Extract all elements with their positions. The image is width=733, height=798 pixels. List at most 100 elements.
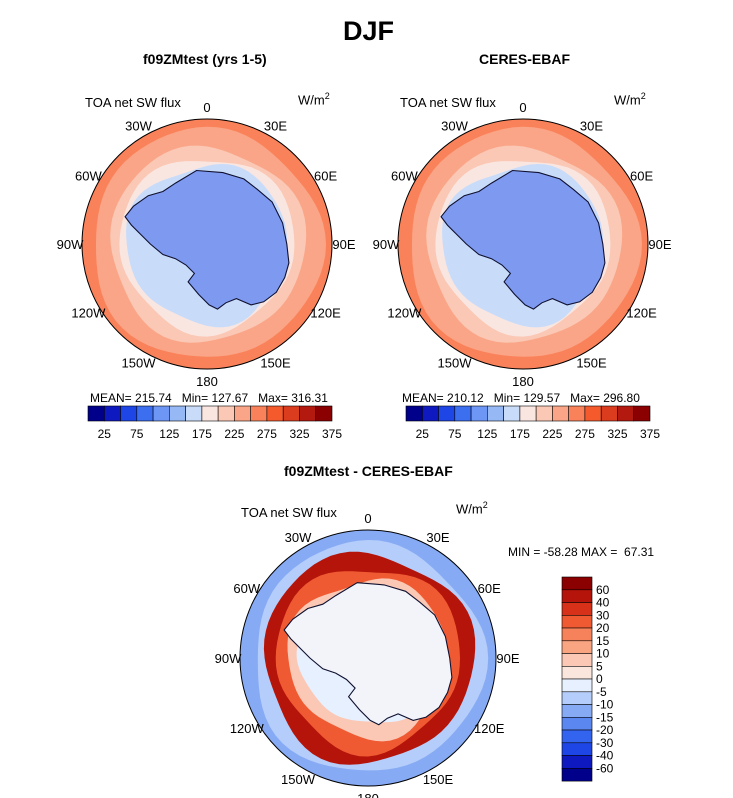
- panel-1-mean-label: MEAN=: [90, 391, 132, 405]
- panel-1-max-label: Max=: [258, 391, 288, 405]
- panel-2-units-sup: 2: [640, 91, 646, 101]
- panel-2-lon-label-10: 60W: [391, 169, 418, 184]
- panel-1-stats: MEAN= 215.74 Min= 127.67 Max= 316.31: [90, 391, 328, 405]
- panel-3-colorbar-cell-5: [561, 640, 593, 654]
- panel-2-mean-label: MEAN=: [402, 391, 444, 405]
- panel-3-lon-label-2: 60E: [478, 581, 501, 596]
- panel-3-colorbar-tick-14: -60: [596, 761, 614, 775]
- panel-2-lon-label-9: 90W: [373, 237, 400, 252]
- panel-2-lon-label-4: 120E: [626, 306, 657, 321]
- panel-1-lon-label-5: 150E: [260, 356, 291, 371]
- panel-1-colorbar-tick-4: 225: [224, 427, 244, 441]
- panel-1-lon-label-10: 60W: [75, 169, 102, 184]
- panel-2-field-label: TOA net SW flux: [400, 95, 496, 110]
- panel-3-colorbar-cell-3: [561, 614, 593, 629]
- panel-2-colorbar: 25 75 125 175 225 275 325 375: [405, 405, 660, 441]
- panel-3-units-sup: 2: [482, 500, 488, 510]
- panel-1-colorbar-tick-7: 375: [322, 427, 342, 441]
- panel-1-antarctica: [124, 169, 290, 310]
- panel-3-colorbar-cell-11: [561, 717, 593, 731]
- panel-3-colorbar-tick-4: 15: [596, 634, 610, 648]
- panel-2-colorbar-tick-4: 225: [542, 427, 562, 441]
- panel-2-lon-label-0: 0: [519, 100, 526, 115]
- panel-1-units: W/m2: [298, 91, 330, 107]
- panel-2-lon-label-5: 150E: [576, 356, 607, 371]
- panel-3-lon-label-8: 120W: [230, 721, 265, 736]
- panel-2-units: W/m2: [614, 91, 646, 107]
- panel-2-max-value: 296.80: [603, 391, 640, 405]
- panel-3-lon-label-7: 150W: [281, 772, 316, 787]
- panel-1-lon-label-0: 0: [203, 100, 210, 115]
- panel-1-lon-label-7: 150W: [122, 356, 157, 371]
- panel-3-antarctica: [283, 582, 453, 726]
- panel-3-colorbar-tick-0: 60: [596, 583, 610, 597]
- panel-3-colorbar-tick-10: -15: [596, 710, 614, 724]
- panel-1-colorbar: 25 75 125 175 225 275 325 375: [87, 405, 342, 441]
- panel-2-stats: MEAN= 210.12 Min= 129.57 Max= 296.80: [402, 391, 640, 405]
- panel-3-colorbar-cell-8: [561, 678, 593, 693]
- panel-3-colorbar-cell-13: [561, 742, 593, 756]
- panel-1-colorbar-cell-14: [315, 405, 333, 422]
- panel-2-antarctica: [440, 169, 606, 310]
- panel-3-colorbar-cell-0: [561, 576, 593, 591]
- panel-3-colorbar-cell-9: [561, 691, 593, 705]
- panel-3-stats: MIN = -58.28 MAX = 67.31: [508, 545, 655, 559]
- panel-1-max-value: 316.31: [291, 391, 328, 405]
- panel-3-lon-label-0: 0: [364, 511, 371, 526]
- panel-2-colorbar-tick-1: 75: [448, 427, 462, 441]
- panel-1-lon-label-11: 30W: [125, 118, 152, 133]
- panel-3-colorbar-cell-2: [561, 602, 593, 616]
- panel-1-lon-label-1: 30E: [264, 118, 287, 133]
- panel-1-mean-value: 215.74: [135, 391, 172, 405]
- panel-2-colorbar-tick-5: 275: [575, 427, 595, 441]
- panel-3-lon-label-11: 30W: [285, 530, 312, 545]
- panel-2-max-label: Max=: [570, 391, 600, 405]
- panel-2-lon-label-1: 30E: [580, 118, 603, 133]
- panel-3-colorbar-cell-12: [561, 729, 593, 744]
- panel-1-lon-label-9: 90W: [57, 237, 84, 252]
- panel-1-colorbar-tick-2: 125: [159, 427, 179, 441]
- panel-2-map-border: [397, 118, 649, 370]
- panel-1-title: f09ZMtest (yrs 1-5): [143, 51, 267, 67]
- panel-1-lon-label-6: 180: [196, 374, 218, 389]
- panel-3-units: W/m2: [456, 500, 488, 516]
- panel-3-lon-label-10: 60W: [233, 581, 260, 596]
- panel-3-map-border: [239, 529, 497, 787]
- panel-3-title: f09ZMtest - CERES-EBAF: [284, 463, 453, 479]
- panel-1-units-base: W/m: [298, 92, 325, 108]
- panel-3-lon-label-4: 120E: [474, 721, 505, 736]
- panel-2-units-base: W/m: [614, 92, 641, 108]
- panel-2-lon-label-7: 150W: [438, 356, 473, 371]
- panel-1-lon-label-3: 90E: [332, 237, 355, 252]
- panel-3-colorbar-tick-5: 10: [596, 647, 610, 661]
- panel-2-min-label: Min=: [493, 391, 521, 405]
- panel-1-colorbar-tick-5: 275: [257, 427, 277, 441]
- panel-3-colorbar-tick-11: -20: [596, 723, 614, 737]
- panel-3-colorbar-tick-3: 20: [596, 621, 610, 635]
- panel-3-lon-label-3: 90E: [496, 651, 519, 666]
- panel-3-colorbar-tick-8: -5: [596, 685, 607, 699]
- panel-1-colorbar-tick-6: 325: [289, 427, 309, 441]
- panel-2-mean-value: 210.12: [447, 391, 484, 405]
- panel-1-min-label: Min=: [181, 391, 209, 405]
- panel-3-colorbar-cell-1: [561, 589, 593, 603]
- panel-3-colorbar-tick-13: -40: [596, 749, 614, 763]
- panel-1-colorbar-tick-1: 75: [130, 427, 144, 441]
- panel-3-colorbar-tick-1: 40: [596, 596, 610, 610]
- panel-3-lon-label-9: 90W: [215, 651, 242, 666]
- panel-3-colorbar-cell-7: [561, 666, 593, 680]
- panel-1-min-value: 127.67: [211, 391, 249, 405]
- panel-3-lon-label-1: 30E: [426, 530, 449, 545]
- panel-3-lon-label-5: 150E: [423, 772, 454, 787]
- panel-2-colorbar-cell-14: [633, 405, 651, 422]
- panel-2-lon-label-3: 90E: [648, 237, 671, 252]
- panel-3-colorbar-cell-6: [561, 653, 593, 667]
- panel-1-field-label: TOA net SW flux: [85, 95, 181, 110]
- panel-3-units-base: W/m: [456, 501, 483, 517]
- panel-1-lon-label-8: 120W: [71, 306, 106, 321]
- panel-1-map-border: [81, 118, 333, 370]
- panel-1-lon-label-2: 60E: [314, 169, 337, 184]
